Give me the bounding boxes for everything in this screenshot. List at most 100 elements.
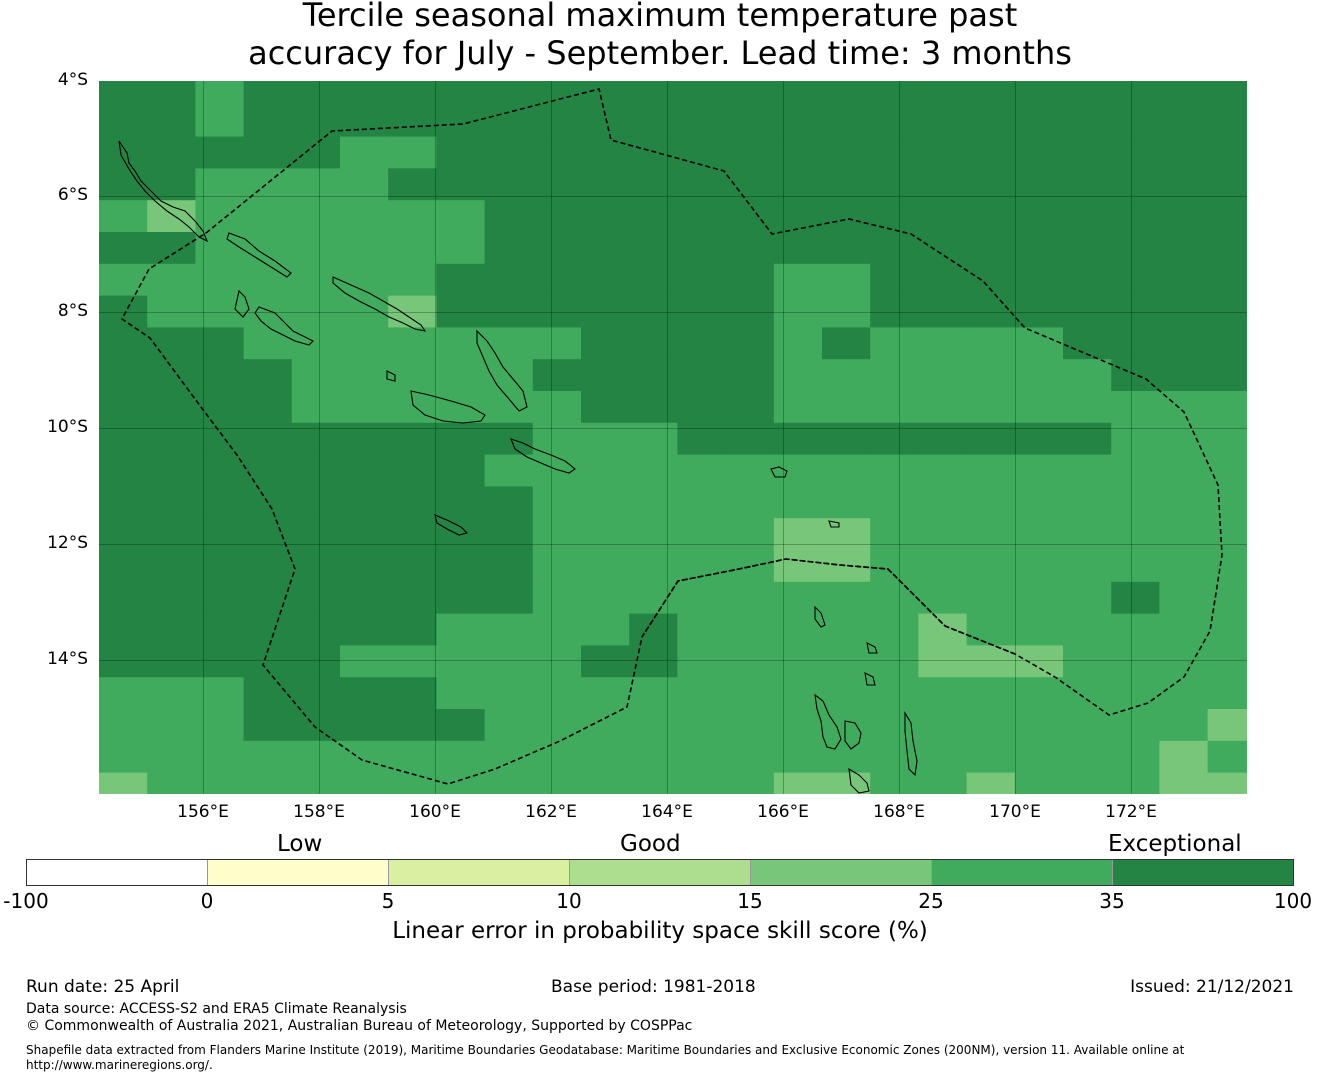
skill-cell xyxy=(1014,740,1064,774)
skill-cell xyxy=(773,263,823,297)
skill-cell xyxy=(870,645,919,678)
skill-cell xyxy=(581,295,630,328)
skill-cell xyxy=(1159,581,1209,615)
skill-cell xyxy=(532,518,582,551)
skill-cell xyxy=(1063,486,1112,519)
skill-cell xyxy=(725,677,775,710)
skill-cell xyxy=(629,550,678,583)
skill-cell xyxy=(725,772,775,794)
skill-cell xyxy=(243,613,293,646)
skill-cell xyxy=(1159,359,1209,392)
skill-cell xyxy=(1207,709,1247,742)
skill-cell xyxy=(147,613,196,646)
skill-cell xyxy=(195,740,245,774)
skill-cell xyxy=(484,550,534,583)
skill-cell xyxy=(1207,518,1247,551)
skill-cell xyxy=(1207,486,1247,519)
skill-cell xyxy=(773,81,823,106)
skill-cell xyxy=(773,168,823,201)
skill-cell xyxy=(773,740,823,774)
skill-cell xyxy=(966,391,1016,424)
skill-cell xyxy=(1111,327,1160,360)
skill-cell xyxy=(484,136,534,169)
run-date: Run date: 25 April xyxy=(26,977,180,997)
skill-cell xyxy=(99,359,148,392)
skill-cell xyxy=(436,581,486,615)
skill-cell xyxy=(918,104,968,138)
skill-cell xyxy=(484,613,534,646)
skill-cell xyxy=(1207,295,1247,328)
skill-cell xyxy=(484,645,534,678)
skill-cell xyxy=(340,709,389,742)
skill-cell xyxy=(388,772,437,794)
tick-label: -100 xyxy=(3,889,49,913)
skill-cell xyxy=(147,454,196,487)
skill-cell xyxy=(581,327,630,360)
skill-cell xyxy=(243,740,293,774)
skill-cell xyxy=(629,486,678,519)
map-title: Tercile seasonal maximum temperature pas… xyxy=(0,0,1320,72)
skill-cell xyxy=(291,200,341,233)
skill-cell xyxy=(677,168,727,201)
skill-cell xyxy=(147,518,196,551)
skill-cell xyxy=(629,677,678,710)
skill-cell xyxy=(340,136,389,169)
skill-cell xyxy=(725,581,775,615)
skill-cell xyxy=(291,740,341,774)
skill-cell xyxy=(1207,550,1247,583)
skill-cell xyxy=(677,200,727,233)
skill-cell xyxy=(966,232,1016,265)
skill-cell xyxy=(340,359,389,392)
skill-cell xyxy=(870,391,919,424)
category-good: Good xyxy=(620,831,681,857)
skill-cell xyxy=(195,391,245,424)
skill-cell xyxy=(291,391,341,424)
skill-cell xyxy=(773,295,823,328)
skill-cell xyxy=(725,327,775,360)
skill-cell xyxy=(484,422,534,456)
lat-label-8s: 8°S xyxy=(57,301,88,321)
skill-cell xyxy=(1207,104,1247,138)
skill-cell xyxy=(1159,550,1209,583)
skill-cell xyxy=(291,677,341,710)
skill-cell xyxy=(966,613,1016,646)
skill-cell xyxy=(532,550,582,583)
skill-cell xyxy=(291,104,341,138)
skill-cell xyxy=(629,168,678,201)
skill-cell xyxy=(773,104,823,138)
skill-cell xyxy=(629,518,678,551)
skill-cell xyxy=(822,486,871,519)
skill-cell xyxy=(966,581,1016,615)
lon-label-164e: 164°E xyxy=(641,802,693,822)
skill-cell xyxy=(1014,581,1064,615)
skill-cell xyxy=(195,709,245,742)
skill-cell xyxy=(1014,327,1064,360)
skill-cell xyxy=(340,422,389,456)
skill-cell xyxy=(291,709,341,742)
skill-cell xyxy=(340,81,389,106)
skill-cell xyxy=(388,232,437,265)
skill-cell xyxy=(629,359,678,392)
skill-cell xyxy=(677,391,727,424)
skill-cell xyxy=(1014,359,1064,392)
skill-cell xyxy=(870,232,919,265)
skill-cell xyxy=(243,709,293,742)
skill-cell xyxy=(388,104,437,138)
skill-cell xyxy=(1159,232,1209,265)
skill-cell xyxy=(484,677,534,710)
skill-cell xyxy=(484,486,534,519)
skill-cell xyxy=(581,518,630,551)
skill-cell xyxy=(918,677,968,710)
skill-cell xyxy=(725,104,775,138)
skill-cell xyxy=(99,518,148,551)
skill-cell xyxy=(1159,677,1209,710)
skill-cell xyxy=(1014,168,1064,201)
skill-cell xyxy=(195,359,245,392)
skill-cell xyxy=(581,613,630,646)
skill-cell xyxy=(822,677,871,710)
skill-cell xyxy=(918,550,968,583)
colorbar-label: Linear error in probability space skill … xyxy=(392,918,928,944)
skill-cell xyxy=(147,263,196,297)
skill-cell xyxy=(388,327,437,360)
skill-cell xyxy=(484,104,534,138)
